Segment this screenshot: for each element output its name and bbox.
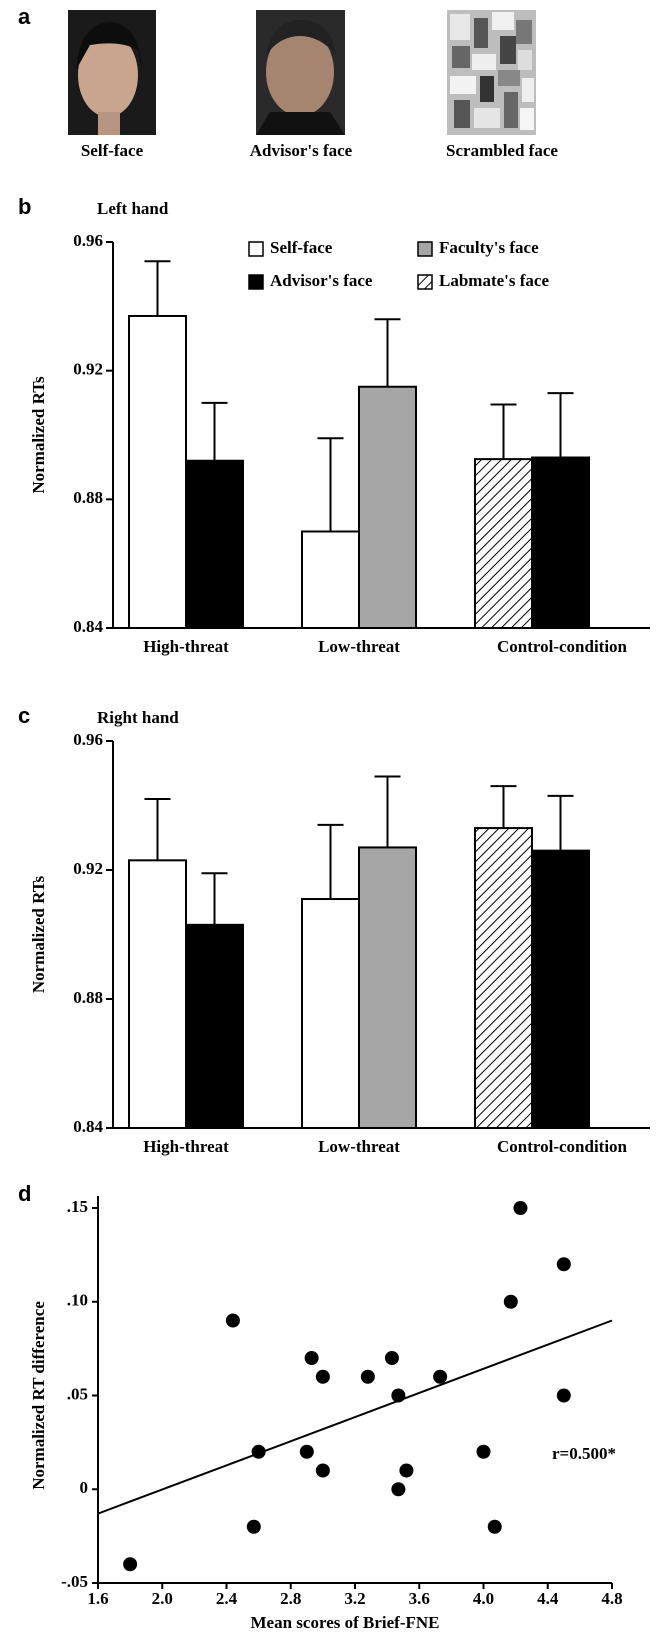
panel-label: a (18, 4, 31, 29)
point (360, 1369, 375, 1384)
legend-label: Labmate's face (439, 271, 549, 290)
y-tick-label: 0.88 (73, 488, 103, 507)
bar (358, 385, 417, 629)
panel-label: b (18, 194, 31, 219)
point (246, 1519, 261, 1534)
y-tick-label: 0.84 (73, 617, 103, 636)
legend-swatch (248, 241, 264, 257)
point (433, 1369, 448, 1384)
bar (358, 846, 417, 1129)
x-axis-label: Mean scores of Brief-FNE (251, 1613, 440, 1632)
bar (128, 859, 187, 1129)
point (315, 1463, 330, 1478)
y-tick-label: 0.92 (73, 360, 103, 379)
bar (301, 898, 360, 1130)
x-tick-label: 3.2 (344, 1589, 365, 1608)
bar (474, 827, 533, 1129)
y-tick-label: 0.92 (73, 859, 103, 878)
point (513, 1201, 528, 1215)
scrambled-face-photo (447, 10, 536, 135)
x-tick-label: High-threat (143, 637, 229, 656)
panel-label: c (18, 703, 30, 728)
point (384, 1351, 399, 1365)
panel-label: d (18, 1181, 31, 1206)
x-tick-label: 1.6 (87, 1589, 108, 1608)
bar (531, 456, 590, 629)
y-tick-label: 0 (80, 1478, 89, 1497)
legend-label: Self-face (270, 238, 333, 257)
y-tick-label: .05 (67, 1384, 88, 1403)
bar (185, 923, 244, 1130)
legend-swatch (417, 274, 433, 290)
point (391, 1388, 406, 1403)
x-tick-label: Low-threat (318, 1137, 400, 1156)
y-tick-label: .15 (67, 1197, 88, 1216)
x-tick-label: 2.8 (280, 1589, 301, 1608)
x-tick-label: 4.0 (473, 1589, 494, 1608)
y-axis-label: Normalized RTs (29, 376, 48, 494)
legend-label: Advisor's face (270, 271, 373, 290)
y-axis-label: Normalized RT difference (29, 1301, 48, 1490)
point (503, 1294, 518, 1309)
y-tick-label: 0.96 (73, 231, 103, 250)
legend-label: Faculty's face (439, 238, 539, 257)
y-tick-label: 0.88 (73, 988, 103, 1007)
x-tick-label: Low-threat (318, 637, 400, 656)
legend-swatch (248, 274, 264, 290)
point (304, 1351, 319, 1365)
point (487, 1519, 502, 1534)
x-tick-label: Control-condition (497, 637, 628, 656)
point (315, 1369, 330, 1384)
point (123, 1557, 138, 1572)
x-tick-label: 3.6 (409, 1589, 430, 1608)
point (225, 1313, 240, 1328)
point (391, 1482, 406, 1497)
bar (474, 458, 533, 629)
bar (128, 314, 187, 629)
point (299, 1444, 314, 1459)
bar (301, 530, 360, 629)
x-tick-label: 4.8 (601, 1589, 622, 1608)
x-tick-label: 2.4 (216, 1589, 238, 1608)
advisor-face-photo (256, 10, 345, 135)
x-tick-label: High-threat (143, 1137, 229, 1156)
photo-caption: Scrambled face (446, 141, 558, 160)
x-tick-label: 2.0 (152, 1589, 173, 1608)
x-tick-label: Control-condition (497, 1137, 628, 1156)
bar (185, 459, 244, 629)
y-tick-label: .10 (67, 1291, 88, 1310)
photo-caption: Self-face (81, 141, 144, 160)
annotation: r=0.500* (552, 1444, 616, 1463)
point (556, 1388, 571, 1403)
x-tick-label: 4.4 (537, 1589, 559, 1608)
point (556, 1257, 571, 1272)
chart-title: Left hand (97, 199, 169, 218)
point (399, 1463, 414, 1478)
point (251, 1444, 266, 1459)
fit-line (97, 1319, 613, 1515)
y-axis-label: Normalized RTs (29, 875, 48, 993)
legend-swatch (417, 241, 433, 257)
y-tick-label: 0.96 (73, 730, 103, 749)
y-tick-label: 0.84 (73, 1117, 103, 1136)
point (476, 1444, 491, 1459)
y-tick-label: -.05 (61, 1572, 88, 1591)
chart-title: Right hand (97, 708, 179, 727)
self-face-photo (68, 10, 156, 135)
photo-caption: Advisor's face (250, 141, 353, 160)
bar (531, 849, 590, 1130)
